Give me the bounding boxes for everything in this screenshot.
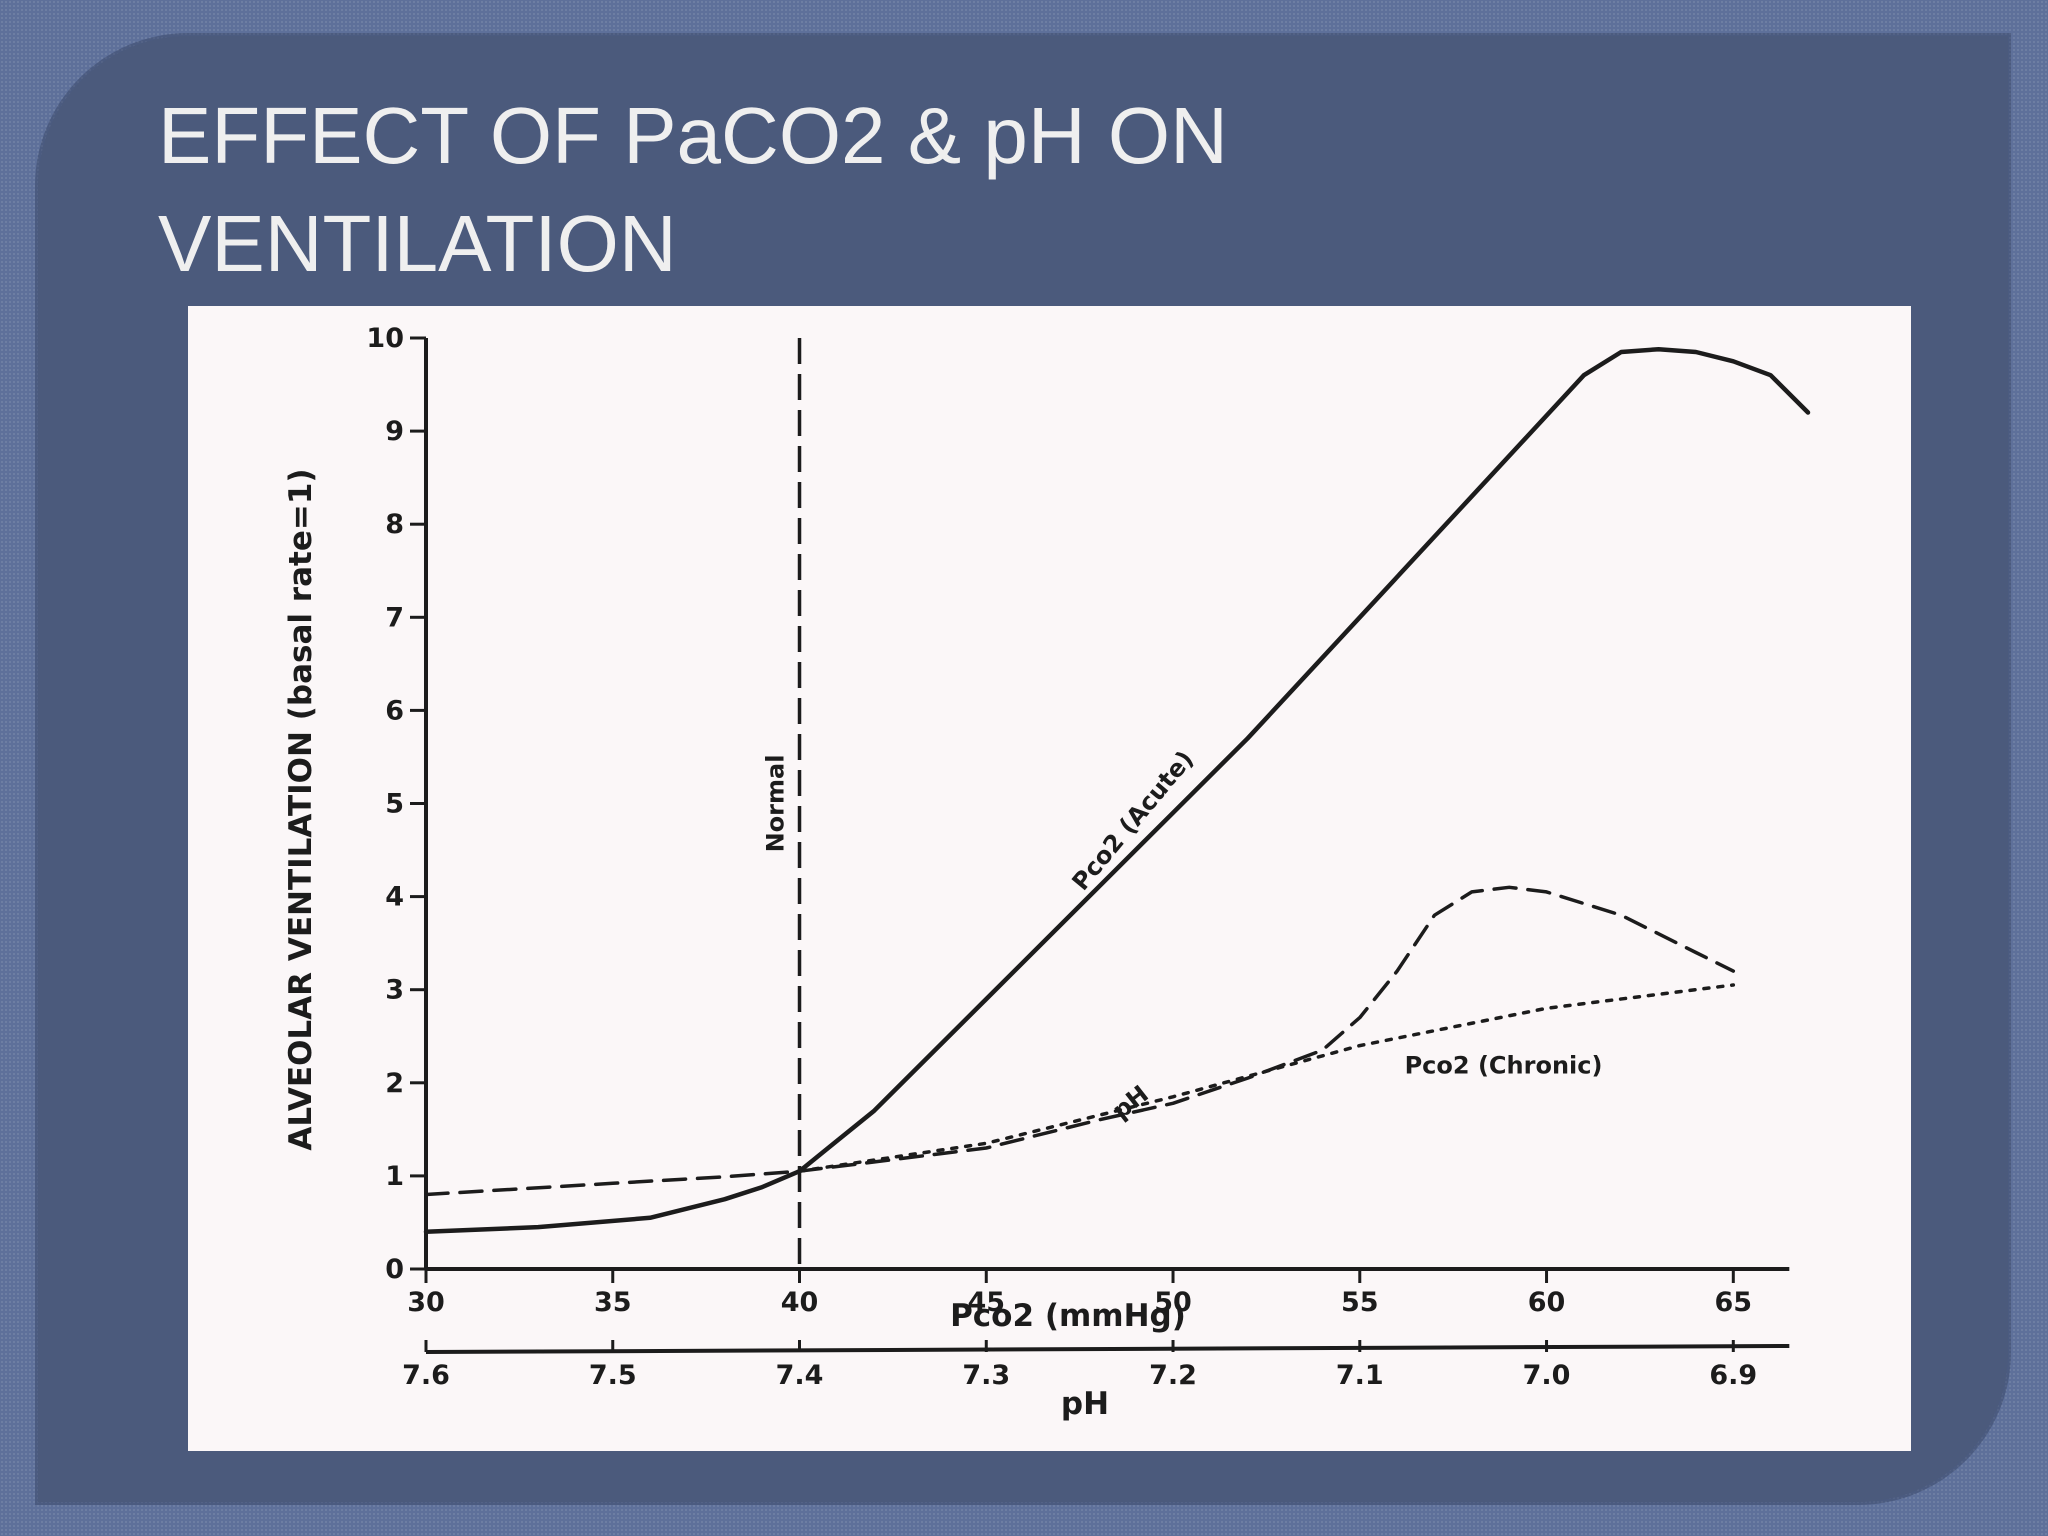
chart-series	[423, 346, 1811, 1235]
series-line-pco2-acute	[423, 346, 1811, 1235]
ph-tick-label: 7.4	[776, 1360, 824, 1391]
ph-tick-label: 7.3	[962, 1360, 1010, 1391]
series-line-ph	[424, 885, 1736, 1197]
y-tick-label: 8	[385, 509, 404, 540]
ph-tick-label: 7.1	[1336, 1360, 1384, 1391]
y-axis-title: ALVEOLAR VENTILATION (basal rate=1)	[283, 468, 319, 1150]
x-tick-label: 55	[1341, 1287, 1379, 1318]
x-tick-label: 35	[594, 1287, 632, 1318]
ph-tick-label: 6.9	[1709, 1360, 1757, 1391]
y-tick-label: 10	[366, 323, 404, 354]
y-tick-label: 6	[385, 695, 404, 726]
x-tick-label: 45	[967, 1287, 1005, 1318]
ph-tick-label: 7.6	[402, 1360, 450, 1391]
x-axis-title: Pco2 (mmHg)	[950, 1298, 1186, 1334]
normal-reference-label: Normal	[762, 755, 790, 853]
ph-axis-title: pH	[1061, 1386, 1109, 1422]
slide-title: EFFECT OF PaCO2 & pH ON VENTILATION	[158, 82, 1758, 298]
ph-tick-label: 7.2	[1149, 1360, 1197, 1391]
y-tick-label: 7	[385, 602, 404, 633]
y-tick-label: 3	[385, 975, 404, 1006]
x-tick-label: 50	[1154, 1287, 1192, 1318]
x-tick-label: 30	[407, 1287, 445, 1318]
ph-tick-label: 7.5	[589, 1360, 637, 1391]
y-tick-label: 4	[385, 882, 404, 913]
label-pco2-chronic: Pco2 (Chronic)	[1405, 1051, 1603, 1079]
x-tick-label: 40	[781, 1287, 819, 1318]
ph-axis-line	[425, 1344, 1790, 1354]
label-pco2-acute: Pco2 (Acute)	[1067, 745, 1200, 895]
y-tick-label: 0	[385, 1254, 404, 1285]
series-line-pco2-chronic	[797, 983, 1736, 1173]
slide-title-line1: EFFECT OF PaCO2 & pH ON	[158, 91, 1228, 180]
y-tick-label: 1	[385, 1161, 404, 1192]
x-tick-label: 60	[1528, 1287, 1566, 1318]
normal-reference: Normal	[762, 338, 802, 1269]
x-tick-label: 65	[1715, 1287, 1753, 1318]
chart-figure: 0 1 2 3 4 5 6 7 8 9 10 30 35 40 45 50 55 60 65 7.6 7.5 7.4 7.3…	[188, 306, 1911, 1451]
ph-tick-label: 7.0	[1523, 1360, 1571, 1391]
y-tick-label: 9	[385, 416, 404, 447]
slide-title-line2: VENTILATION	[158, 199, 677, 288]
y-tick-label: 5	[385, 789, 404, 820]
y-tick-label: 2	[385, 1068, 404, 1099]
